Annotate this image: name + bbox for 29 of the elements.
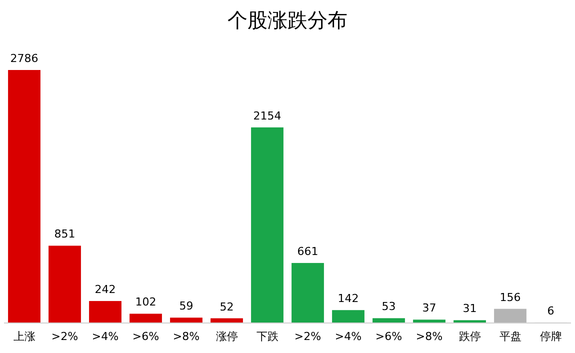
data-label: 6 (547, 304, 554, 318)
x-tick-label: >8% (172, 330, 200, 343)
x-tick-label: 涨停 (216, 330, 238, 343)
x-tick-label: 跌停 (458, 330, 481, 343)
chart-title: 个股涨跌分布 (228, 8, 348, 32)
data-label: 242 (94, 283, 116, 296)
x-tick-label: 上涨 (13, 330, 36, 343)
data-label: 2786 (10, 52, 38, 65)
data-label: 102 (135, 296, 156, 309)
data-label: 851 (54, 228, 76, 241)
x-tick-label: >4% (92, 330, 119, 343)
data-label: 2154 (253, 109, 282, 122)
data-label: 37 (422, 302, 436, 315)
data-label: 156 (500, 290, 521, 304)
x-tick-label: >6% (132, 330, 160, 343)
x-tick-label: >4% (334, 330, 362, 343)
data-label: 53 (382, 300, 396, 314)
data-label: 661 (297, 244, 318, 258)
data-label: 142 (338, 292, 359, 306)
data-label: 31 (462, 302, 477, 316)
data-label: 52 (220, 300, 234, 314)
data-label: 59 (179, 300, 194, 313)
x-tick-label: >2% (294, 330, 322, 343)
x-tick-label: >2% (51, 330, 78, 343)
x-tick-label: 下跌 (256, 330, 278, 343)
x-tick-label: >8% (416, 330, 443, 343)
x-tick-label: 停牌 (540, 330, 562, 343)
x-tick-label: 平盘 (499, 330, 522, 343)
x-tick-label: >6% (375, 330, 402, 343)
